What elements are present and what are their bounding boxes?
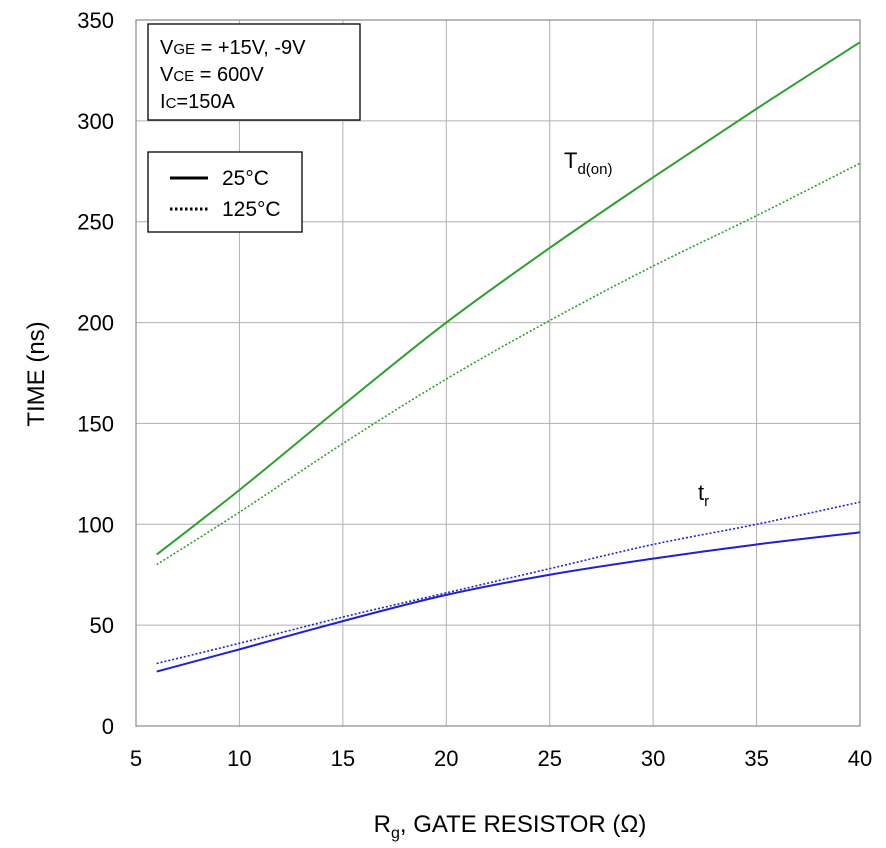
y-tick-label: 250	[77, 210, 114, 235]
x-tick-label: 40	[848, 746, 872, 771]
series-line-tr-dotted	[156, 501, 861, 665]
y-tick-label: 300	[77, 109, 114, 134]
annotation-td-on: Td(on)	[564, 148, 612, 178]
condition-ic: IC=150A	[160, 91, 235, 113]
series-layer	[156, 41, 861, 673]
y-axis-title: TIME (ns)	[23, 321, 50, 426]
series-line-tr-solid	[156, 531, 861, 673]
tick-labels: 5 10 15 20 25 30 35 40 0 50 100 150 200 250 300 350	[77, 8, 872, 771]
y-tick-label: 100	[77, 512, 114, 537]
x-tick-label: 20	[434, 746, 458, 771]
x-tick-label: 25	[537, 746, 561, 771]
x-tick-label: 10	[227, 746, 251, 771]
series-line-td_on-solid	[156, 41, 861, 556]
condition-vge: VGE = +15V, -9V	[160, 37, 306, 59]
conditions-frame	[147, 23, 361, 121]
legend-label-25c: 25°C	[222, 167, 269, 190]
legend: 25°C 125°C	[147, 151, 303, 233]
x-tick-label: 15	[331, 746, 355, 771]
annotation-tr: tr	[698, 480, 709, 510]
series-line-td_on-dotted	[156, 162, 861, 566]
grid	[135, 19, 861, 727]
y-tick-label: 0	[102, 714, 114, 739]
condition-vce: VCE = 600V	[160, 64, 264, 86]
y-tick-label: 50	[90, 613, 114, 638]
x-tick-label: 35	[744, 746, 768, 771]
legend-label-125c: 125°C	[222, 198, 281, 221]
y-tick-label: 200	[77, 311, 114, 336]
conditions-box: VGE = +15V, -9V VCE = 600V IC=150A	[147, 23, 361, 121]
y-tick-label: 150	[77, 411, 114, 436]
x-tick-label: 5	[130, 746, 142, 771]
plot-frame	[135, 19, 861, 727]
y-tick-label: 350	[77, 8, 114, 33]
x-axis-title: Rg, GATE RESISTOR (Ω)	[374, 811, 647, 842]
x-tick-label: 30	[641, 746, 665, 771]
legend-frame	[147, 151, 303, 233]
